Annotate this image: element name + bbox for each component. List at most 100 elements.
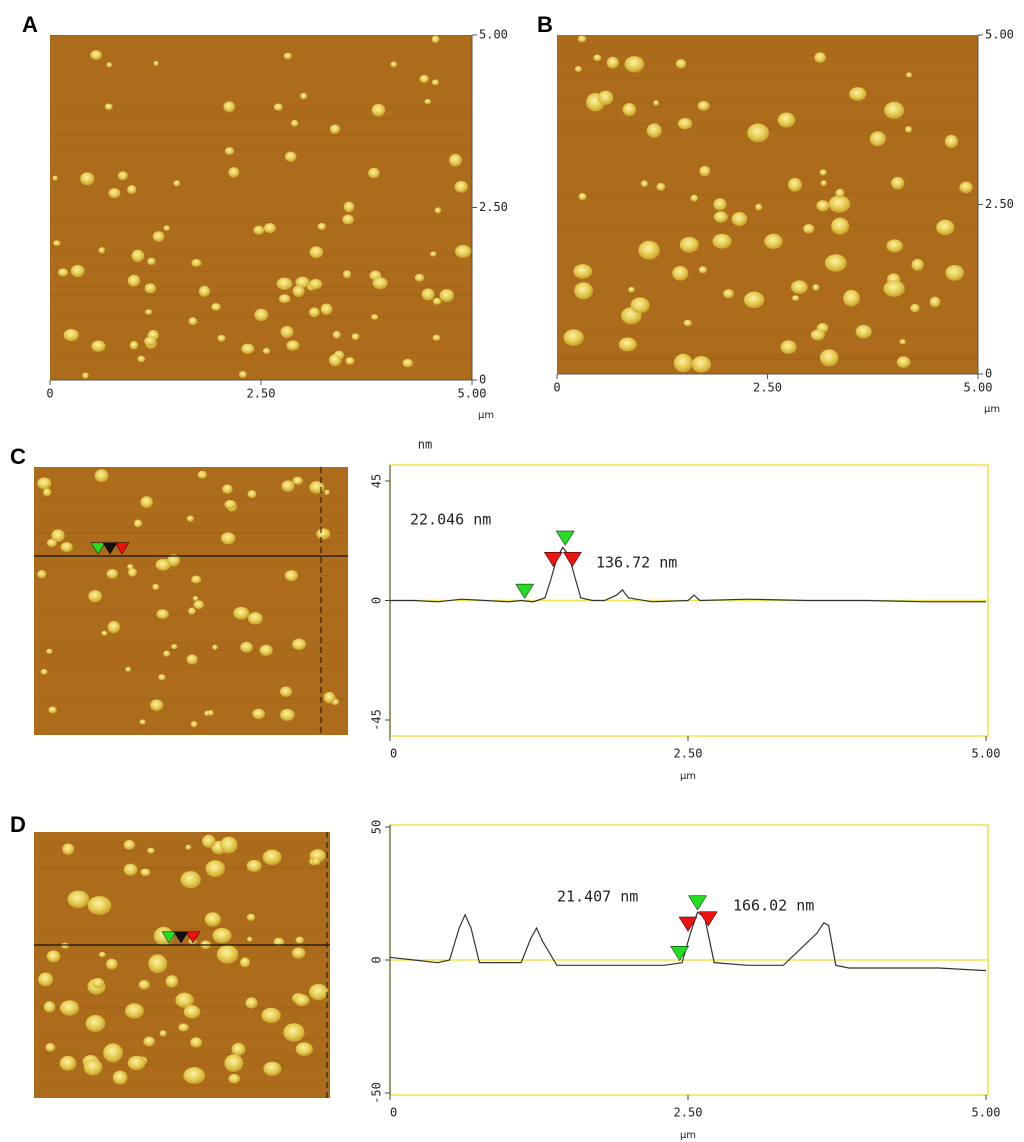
particle [371,103,386,117]
particle [593,54,602,62]
particle [221,532,236,545]
scan-line [557,45,978,47]
particle [563,329,584,346]
particle [98,247,105,254]
scan-line [34,575,348,577]
particle [286,340,300,351]
particle [152,583,160,591]
scan-line [34,1037,330,1039]
particle [448,153,462,167]
particle [90,50,103,60]
particle [606,56,619,69]
particle [127,1055,146,1071]
particle [51,529,65,542]
particle [697,100,710,111]
particle [316,528,331,540]
afm-image [34,832,330,1098]
particle [273,937,285,947]
particle [191,575,202,584]
particle [127,274,141,287]
particle [94,469,109,483]
particle [67,890,90,909]
particle [144,336,157,347]
particle [241,343,255,355]
particle [262,347,271,354]
x-tick-label: 0 [553,381,560,395]
y-tick-label: 2.50 [479,200,508,214]
particle [849,87,867,101]
particle [155,558,171,571]
particle [246,913,256,921]
y-axis-label: nm [418,438,432,452]
particle [713,198,727,211]
particle [247,612,263,625]
particle [713,211,728,223]
particle [147,847,155,854]
particle [431,35,440,43]
particle [186,654,198,665]
particle [252,708,265,720]
scan-line [34,850,330,852]
particle [747,123,769,143]
particle [224,147,235,156]
particle [677,117,693,130]
particle [91,340,106,352]
x-tick-label: 2.50 [674,747,703,761]
particle [755,203,763,211]
particle [936,219,955,236]
particle [819,169,827,176]
particle [106,62,113,68]
particle [945,264,965,281]
particle [273,103,283,111]
particle [780,340,797,354]
scan-line [50,118,472,120]
particle [83,1058,103,1076]
particle [262,849,282,866]
particle [133,519,143,528]
particle [345,357,355,365]
particle [82,372,89,379]
x-axis-label: µm [680,771,696,782]
panel-label: B [537,12,553,37]
scan-line [557,353,978,355]
particle [171,643,178,650]
particle [175,992,194,1008]
particle [959,181,973,194]
marker-triangle [185,931,201,944]
particle [108,188,121,199]
particle [53,240,61,246]
particle [371,314,379,320]
particle [183,1005,201,1019]
particle [223,101,236,113]
particle [125,1003,144,1019]
particle [48,706,57,714]
scan-line [557,356,978,358]
afm-image [557,35,978,374]
x-tick-label: 2.50 [247,387,276,401]
particle [107,620,121,634]
particle [85,1014,106,1032]
particle [192,595,199,601]
particle [343,201,355,213]
particle [691,355,712,373]
particle [324,489,330,495]
annotation: 136.72 nm [596,554,677,572]
scan-line [34,563,348,565]
particle [309,307,320,318]
particle [577,35,587,43]
scan-line [50,218,472,220]
particle [123,863,138,876]
particle [222,484,233,494]
particle [628,286,635,293]
marker-triangle [698,911,718,927]
x-tick-label: 2.50 [753,381,782,395]
particle [159,1030,167,1037]
scan-line [557,61,978,63]
particle [698,266,707,274]
particle [332,330,341,339]
particle [656,182,666,191]
particle [910,303,920,313]
y-tick-label: -50 [370,1082,384,1104]
particle [574,282,593,300]
particle [186,515,194,522]
